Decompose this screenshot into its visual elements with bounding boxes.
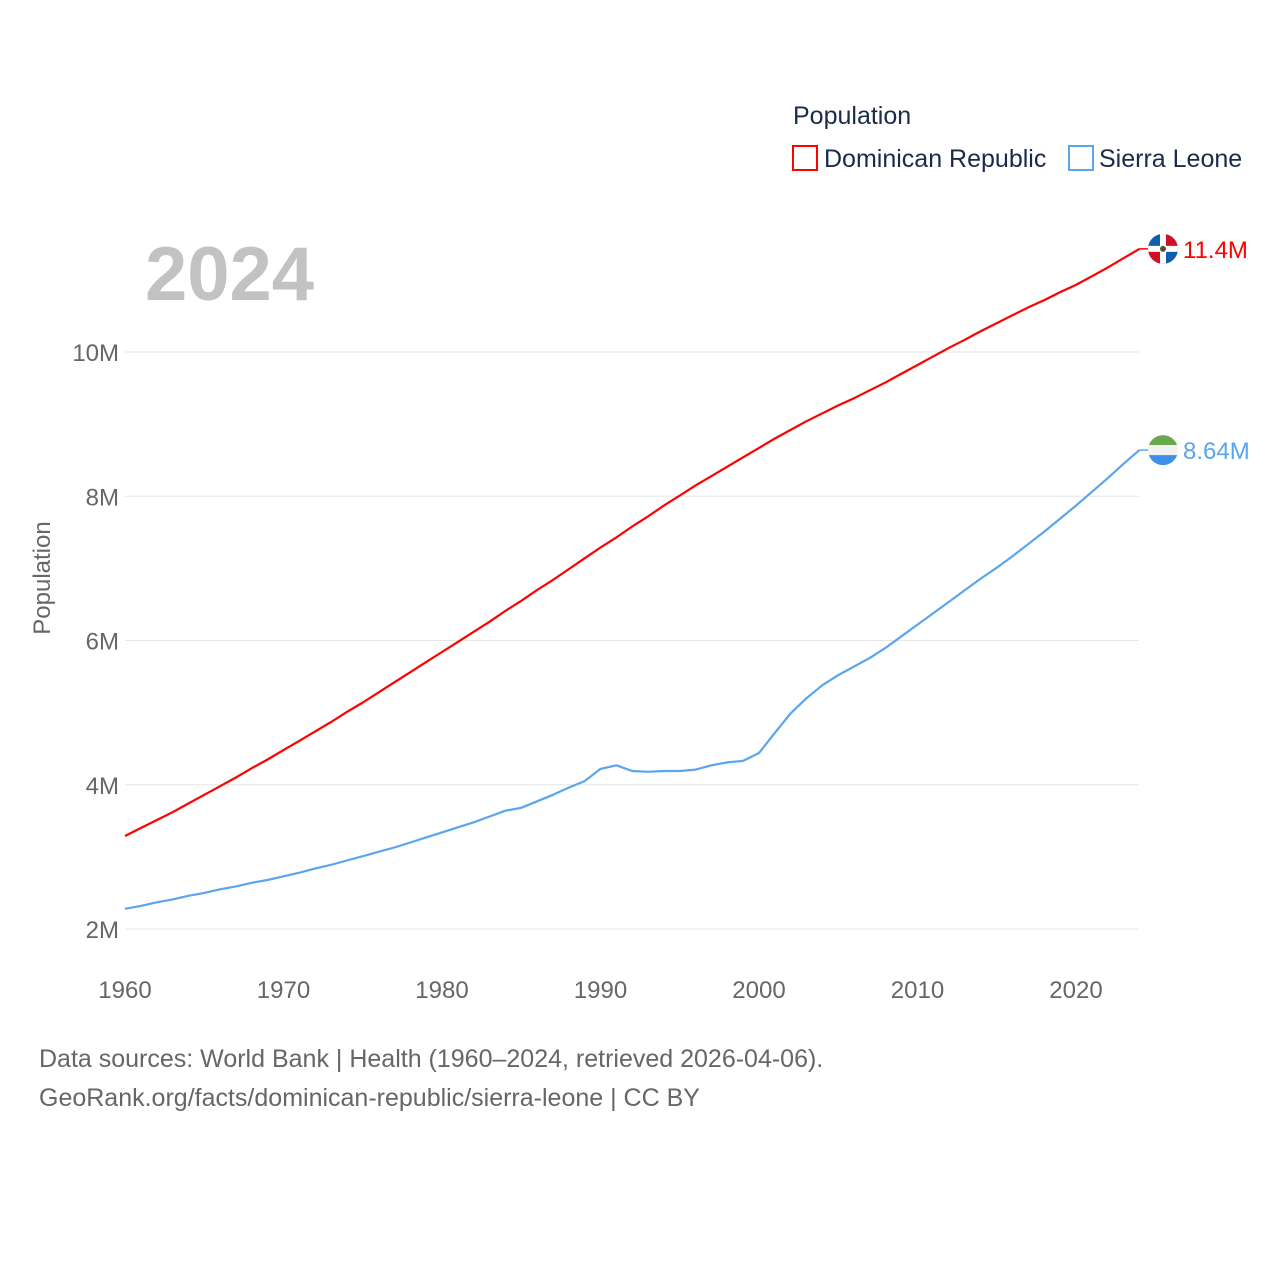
legend-item-sierra-leone[interactable]: Sierra Leone: [1068, 145, 1242, 173]
x-tick-label: 2000: [732, 977, 785, 1004]
flag-stripe-white: [1148, 445, 1178, 456]
y-tick-label: 10M: [72, 340, 119, 367]
series-line-sierra-leone: [124, 449, 1141, 910]
x-tick-label: 1990: [574, 977, 627, 1004]
y-tick-label: 6M: [86, 629, 119, 656]
series-line-dominican-republic: [124, 247, 1140, 837]
legend-label: Sierra Leone: [1099, 145, 1242, 173]
legend-title: Population: [793, 102, 911, 130]
y-tick-label: 8M: [86, 484, 119, 511]
y-axis-label: Population: [29, 521, 56, 634]
legend-item-dominican-republic[interactable]: Dominican Republic: [792, 145, 1046, 173]
x-tick-label: 1980: [415, 977, 468, 1004]
end-value-label: 8.64M: [1183, 438, 1250, 465]
legend-label: Dominican Republic: [824, 145, 1046, 173]
sierra-leone-flag-icon: [1148, 435, 1178, 466]
end-value-label: 11.4M: [1183, 237, 1248, 264]
flag-body: [1148, 233, 1178, 264]
x-tick-label: 2020: [1049, 977, 1102, 1004]
data-source-text: Data sources: World Bank | Health (1960–…: [39, 1045, 824, 1073]
attribution-link[interactable]: GeoRank.org/facts/dominican-republic/sie…: [39, 1084, 700, 1112]
legend-swatch: [792, 145, 818, 171]
x-tick-label: 2010: [891, 977, 944, 1004]
x-tick-label: 1970: [257, 977, 310, 1004]
flag-stripe-blue: [1148, 455, 1178, 466]
flag-emblem-center: [1161, 247, 1165, 251]
dominican-republic-flag-icon: [1148, 233, 1178, 264]
x-tick-label: 1960: [98, 977, 151, 1004]
y-tick-label: 2M: [86, 917, 119, 944]
flag-body: [1148, 435, 1178, 466]
flag-stripe-green: [1148, 435, 1178, 446]
legend-swatch: [1068, 145, 1094, 171]
y-tick-label: 4M: [86, 773, 119, 800]
year-watermark: 2024: [145, 232, 314, 317]
